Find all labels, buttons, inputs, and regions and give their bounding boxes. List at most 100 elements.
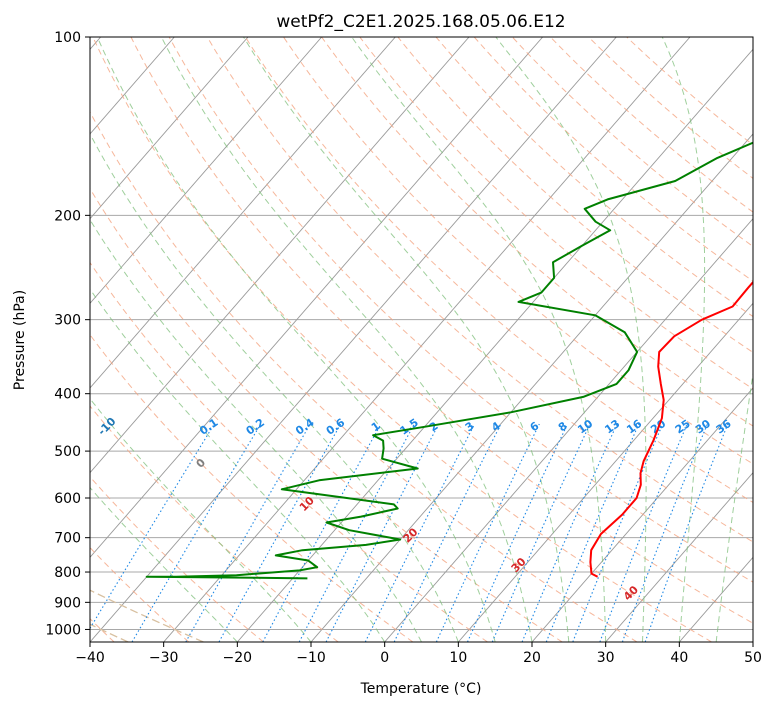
isotherm-line [90, 37, 249, 220]
mixing-ratio-label: 4 [489, 419, 503, 434]
y-tick-label: 200 [54, 208, 81, 224]
x-tick-label: 20 [523, 650, 541, 666]
y-axis: 100 200 300 400 500 600 700 800 900 1000 [45, 30, 90, 638]
mixing-ratio-label: 36 [714, 417, 734, 437]
moist-adiabat-line [661, 37, 706, 642]
x-axis-label: Temperature (°C) [360, 681, 482, 697]
moist-adiabat-line [351, 37, 607, 642]
x-tick-label: −30 [149, 650, 179, 666]
background-lines [90, 37, 753, 642]
dry-adiabat-line [90, 110, 638, 642]
dry-adiabat-line [359, 37, 753, 390]
mixing-ratio-line [545, 423, 640, 642]
dry-adiabat-line [473, 37, 753, 282]
isotherm-line [531, 387, 753, 642]
profiles [145, 141, 753, 580]
y-tick-label: 100 [54, 30, 81, 46]
y-tick-label: 1000 [45, 622, 81, 638]
mixing-ratio-line [621, 423, 708, 642]
mixing-ratio-line [435, 423, 540, 642]
isotherm-line [605, 471, 753, 642]
dry-adiabat-line [588, 37, 753, 179]
mixing-ratio-label: 25 [673, 417, 693, 436]
x-tick-label: 40 [670, 650, 688, 666]
y-axis-label: Pressure (hPa) [12, 290, 28, 390]
dry-adiabat-line [90, 261, 488, 642]
y-tick-label: 400 [54, 387, 81, 403]
x-tick-label: 10 [449, 650, 467, 666]
isotherm-line [236, 48, 753, 642]
dry-adiabat-line [90, 476, 264, 642]
mixing-ratio-line [262, 423, 382, 642]
moist-adiabat-line [90, 218, 422, 642]
y-tick-label: 700 [54, 531, 81, 547]
dry-adiabat-label: 20 [401, 525, 421, 545]
dry-adiabat-line [130, 37, 753, 624]
moist-adiabat-line [90, 132, 459, 642]
temperature-profile-line [589, 280, 753, 578]
mixing-ratio-line [466, 423, 568, 642]
dry-adiabat-line [90, 333, 414, 642]
mixing-ratio-label: 6 [528, 419, 542, 434]
moist-adiabat-line [715, 370, 753, 642]
moist-adiabat-line [495, 37, 647, 642]
x-tick-label: 30 [597, 650, 615, 666]
dry-adiabat-line [90, 546, 190, 642]
dry-adiabat-line [321, 37, 753, 427]
isotherm-line [752, 641, 753, 642]
isotherm-line [90, 37, 396, 389]
moist-adiabat-line [90, 397, 312, 642]
x-tick-label: −40 [75, 650, 105, 666]
x-tick-label: −10 [296, 650, 326, 666]
y-tick-label: 600 [54, 491, 81, 507]
dry-adiabat-line [244, 37, 753, 504]
x-tick-label: 0 [380, 650, 389, 666]
mixing-ratio-line [325, 423, 440, 642]
moist-adiabat-line [90, 486, 238, 642]
mixing-ratio-line [644, 423, 729, 642]
mixing-ratio-label: 16 [624, 417, 644, 437]
y-tick-label: 800 [54, 565, 81, 581]
mixing-ratio-line [393, 423, 502, 642]
dry-adiabat-line [283, 37, 753, 465]
y-tick-label: 300 [54, 313, 81, 329]
isotherm-line [90, 37, 470, 474]
isotherm-line [384, 217, 753, 642]
isotherm-line [90, 37, 617, 642]
dry-adiabat-line [511, 37, 753, 248]
x-tick-label: −20 [223, 650, 253, 666]
mixing-ratio-line [491, 423, 591, 642]
mixing-ratio-label: 3 [463, 419, 477, 434]
y-tick-label: 900 [54, 595, 81, 611]
dry-adiabat-line [397, 37, 753, 354]
dry-adiabat-label: -10 [95, 415, 118, 438]
mixing-ratio-label: 13 [602, 417, 622, 436]
isotherm-line [310, 133, 753, 642]
chart-title: wetPf2_C2E1.2025.168.05.06.E12 [276, 12, 565, 32]
mixing-ratio-line [572, 423, 664, 642]
moist-adiabat-line [90, 288, 386, 642]
adiabat-labels: 0.1 0.2 0.4 0.6 1 1.5 2 3 4 6 8 10 13 16 20 25 30 36-1001… [95, 415, 734, 604]
dry-adiabat-label: 10 [297, 494, 317, 514]
x-tick-label: 50 [744, 650, 762, 666]
dry-adiabat-line [92, 37, 712, 642]
mixing-ratio-line [599, 423, 688, 642]
moist-adiabat-line [243, 37, 570, 642]
dry-adiabat-line [435, 37, 753, 318]
mixing-ratio-label: 0.4 [293, 416, 317, 438]
isotherm-line [90, 37, 323, 304]
plot-frame [89, 36, 754, 643]
saturation-curve [90, 589, 204, 642]
y-tick-label: 500 [54, 444, 81, 460]
isotherm-line [163, 37, 691, 642]
moist-adiabat-line [96, 37, 496, 642]
mixing-ratio-label: 0.2 [244, 416, 267, 438]
dewpoint-profile-line [145, 141, 753, 580]
mixing-ratio-line [298, 423, 415, 642]
mixing-ratio-line [185, 423, 311, 642]
moist-adiabat-line [160, 37, 533, 642]
dry-adiabat-line [550, 37, 753, 213]
isotherm-line [457, 302, 753, 642]
mixing-ratio-line [90, 423, 215, 630]
